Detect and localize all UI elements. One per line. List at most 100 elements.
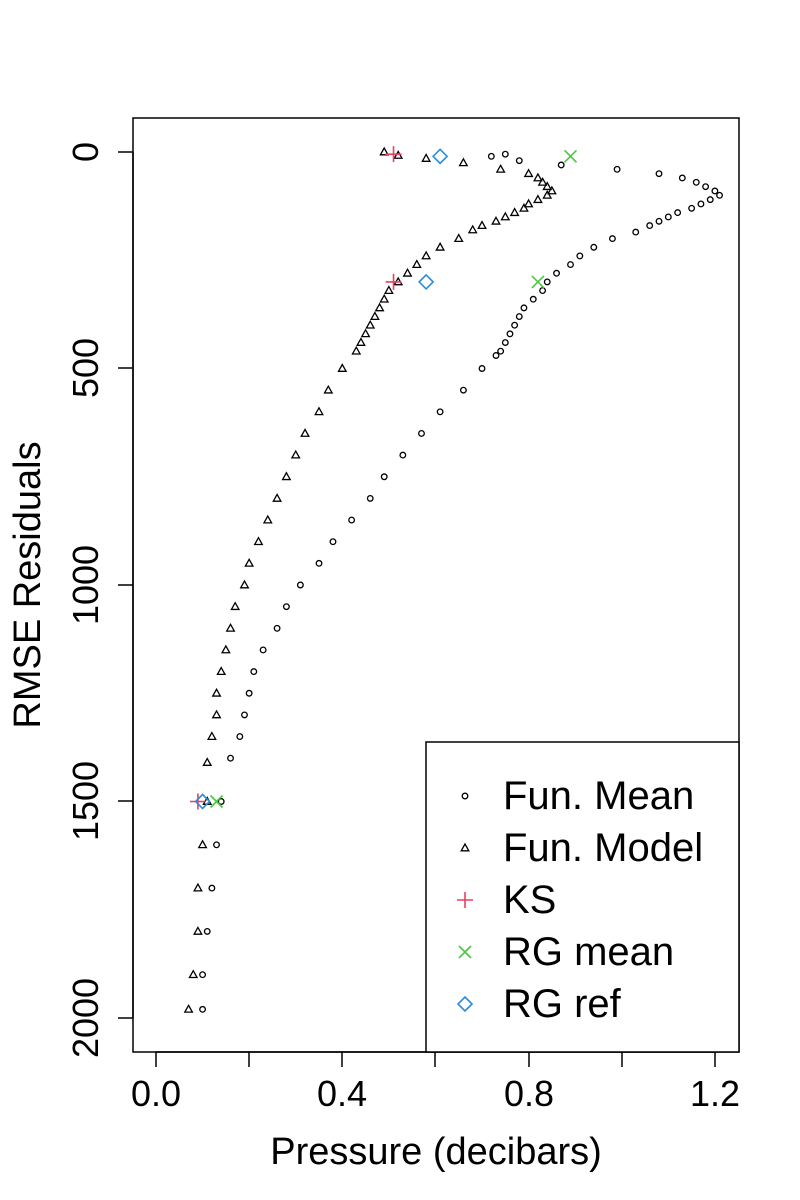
fun-mean-point xyxy=(199,1005,207,1013)
fun-model-point xyxy=(300,428,310,437)
fun-mean-point xyxy=(711,187,719,195)
fun-mean-point xyxy=(697,200,705,208)
fun-mean-point xyxy=(716,191,724,199)
fun-mean-point xyxy=(678,174,686,182)
data-points xyxy=(183,146,724,1013)
fun-mean-point xyxy=(706,196,714,204)
fun-mean-point xyxy=(418,430,425,437)
fun-mean-point xyxy=(315,559,323,567)
fun-model-point xyxy=(519,202,529,212)
legend-symbol-fun-mean xyxy=(461,792,469,800)
fun-mean-point xyxy=(497,347,505,355)
fun-mean-point xyxy=(241,711,248,719)
fun-model-point xyxy=(435,241,446,251)
fun-mean-point xyxy=(492,352,500,359)
fun-model-point xyxy=(220,644,231,654)
fun-mean-point xyxy=(236,733,244,740)
fun-mean-point xyxy=(348,516,356,524)
fun-model-point xyxy=(533,172,543,182)
fun-mean-point xyxy=(702,183,710,191)
fun-model-point xyxy=(374,302,385,312)
fun-mean-point xyxy=(227,754,234,762)
fun-model-point xyxy=(383,285,394,295)
fun-model-point xyxy=(351,345,362,355)
legend-symbol-ks xyxy=(457,892,473,908)
fun-mean-point xyxy=(688,204,696,212)
fun-model-point xyxy=(453,233,464,243)
x-tick-label: 0.0 xyxy=(131,1073,181,1114)
fun-mean-point xyxy=(199,971,207,979)
y-axis: 0 500 1000 1500 2000 xyxy=(65,142,134,1058)
fun-mean-point xyxy=(567,261,574,269)
fun-mean-point xyxy=(329,538,337,546)
legend-label-fun-model: Fun. Model xyxy=(503,826,703,870)
fun-mean-point xyxy=(506,330,514,338)
y-axis-title: RMSE Residuals xyxy=(7,441,49,728)
legend-box xyxy=(425,741,740,1053)
fun-mean-point xyxy=(692,178,700,186)
fun-mean-point xyxy=(557,161,565,169)
fun-mean-point xyxy=(203,927,211,935)
fun-model-point xyxy=(421,153,432,162)
fun-model-point xyxy=(491,215,501,225)
fun-model-point xyxy=(183,1004,194,1013)
fun-mean-point xyxy=(674,209,682,217)
fun-mean-point xyxy=(520,304,528,312)
y-tick-label: 1000 xyxy=(65,545,106,625)
fun-mean-point xyxy=(273,624,281,632)
fun-mean-point xyxy=(208,884,216,892)
rg-ref-point xyxy=(431,148,449,165)
fun-model-point xyxy=(202,757,213,766)
fun-model-point xyxy=(244,558,255,567)
ks-point xyxy=(189,793,206,810)
fun-mean-point xyxy=(459,386,467,394)
legend-label-fun-mean: Fun. Mean xyxy=(503,774,694,818)
fun-mean-point xyxy=(529,295,537,303)
fun-mean-point xyxy=(543,278,551,286)
fun-model-point xyxy=(495,163,506,173)
fun-model-point xyxy=(239,579,250,589)
y-tick-label: 1500 xyxy=(65,761,106,841)
fun-mean-point xyxy=(436,408,444,416)
fun-mean-point xyxy=(250,668,258,676)
fun-model-point xyxy=(290,449,301,459)
fun-mean-point xyxy=(282,603,290,611)
fun-model-point xyxy=(360,328,371,338)
fun-model-point xyxy=(523,168,534,178)
fun-model-point xyxy=(193,882,203,892)
fun-mean-point xyxy=(664,213,672,221)
x-tick-label: 0.4 xyxy=(317,1073,367,1114)
fun-mean-point xyxy=(608,235,616,243)
y-tick-label: 0 xyxy=(65,142,106,162)
ks-point xyxy=(385,273,402,290)
legend-label-ks: KS xyxy=(503,878,556,922)
fun-model-point xyxy=(230,601,241,611)
fun-model-point xyxy=(365,319,376,329)
x-tick-label: 1.2 xyxy=(690,1073,740,1114)
fun-model-point xyxy=(281,471,292,481)
fun-mean-point xyxy=(511,321,519,329)
fun-model-point xyxy=(537,176,548,186)
fun-model-point xyxy=(379,293,390,303)
x-axis: 0.0 0.4 0.8 1.2 xyxy=(131,1051,740,1114)
rg-mean-point xyxy=(209,794,224,809)
fun-mean-point xyxy=(296,581,304,589)
fun-model-point xyxy=(546,185,557,195)
fun-model-point xyxy=(253,536,264,546)
y-tick-label: 500 xyxy=(65,338,106,398)
rg-mean-point xyxy=(563,149,578,163)
fun-mean-point xyxy=(399,451,407,459)
y-tick-label: 2000 xyxy=(65,978,106,1058)
fun-mean-point xyxy=(217,798,225,805)
rg-mean-point xyxy=(531,275,545,289)
fun-mean-point xyxy=(646,222,654,230)
fun-model-point xyxy=(523,198,534,208)
fun-model-point xyxy=(188,969,199,979)
fun-model-point xyxy=(421,250,432,260)
fun-model-point xyxy=(197,839,208,849)
fun-mean-point xyxy=(613,165,621,173)
fun-mean-point xyxy=(539,287,547,295)
fun-mean-point xyxy=(213,841,220,849)
fun-mean-point xyxy=(487,152,495,160)
fun-model-point xyxy=(262,514,273,524)
